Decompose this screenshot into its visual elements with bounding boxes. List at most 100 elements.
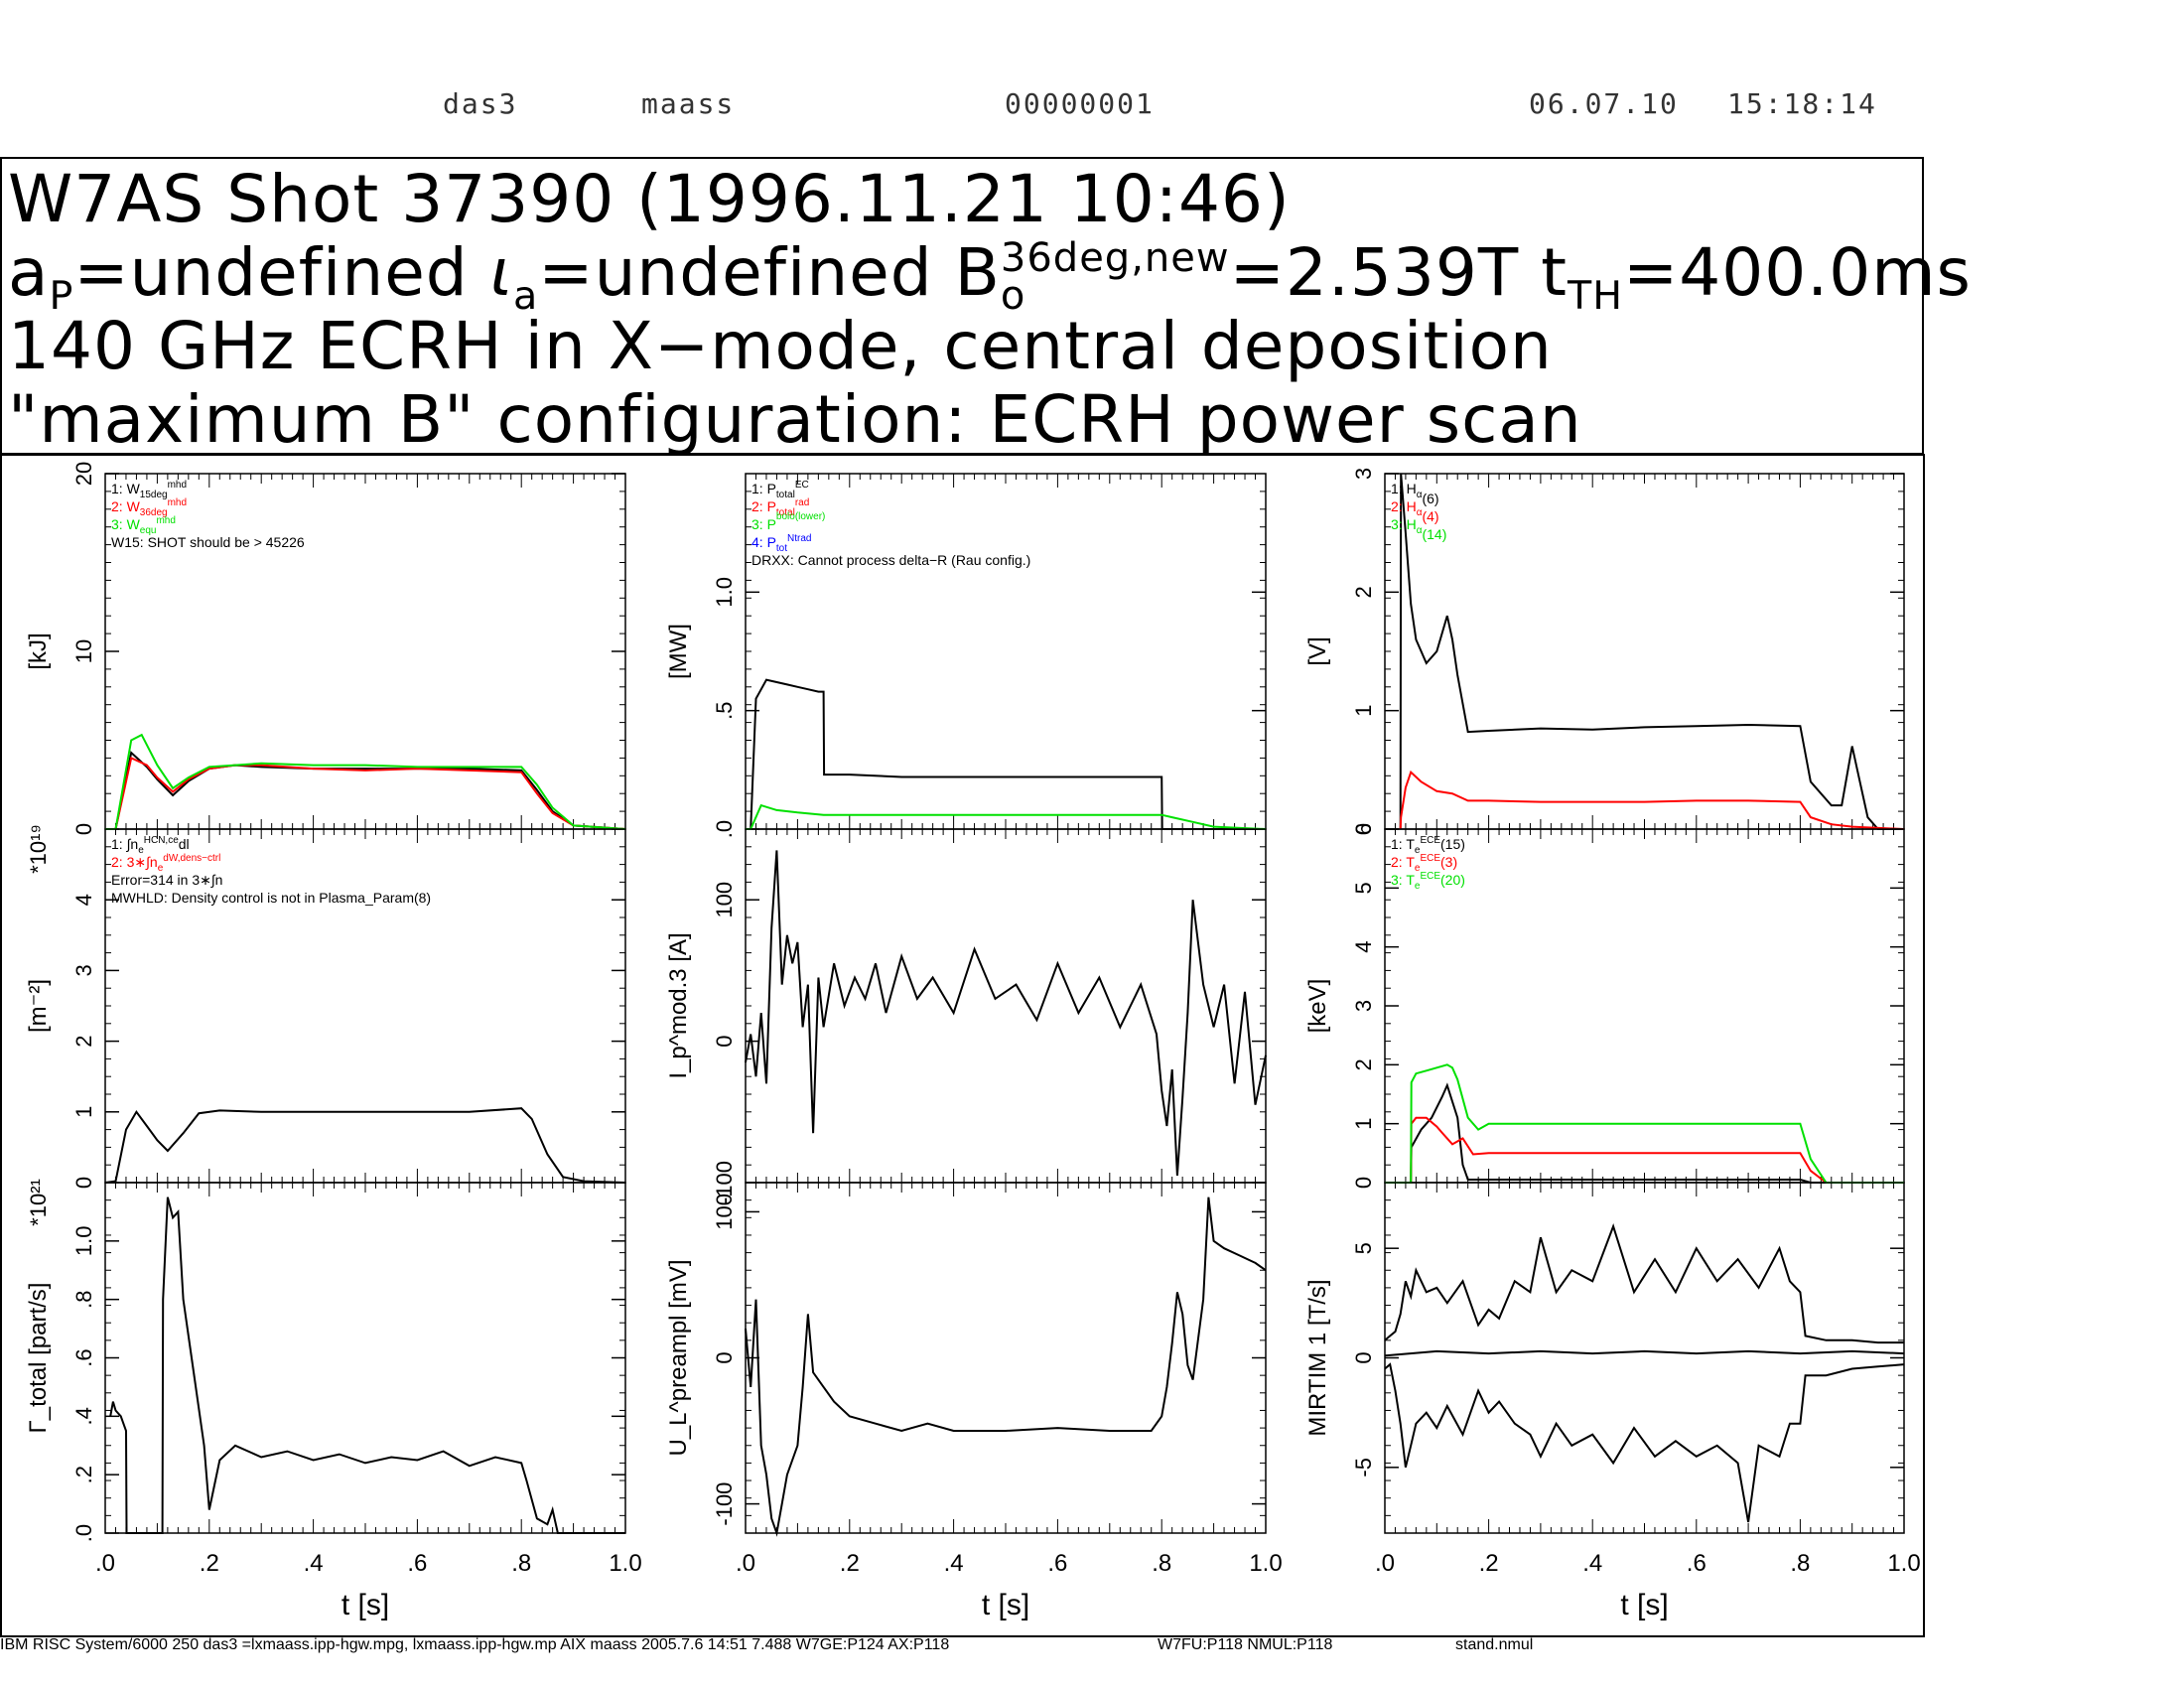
y-tick-label: .6 — [71, 1348, 96, 1366]
axes-frame — [1384, 473, 1905, 830]
y-axis-label: [keV] — [1304, 979, 1331, 1034]
annotation: W15: SHOT should be > 45226 — [111, 534, 305, 550]
y-tick-label: .8 — [71, 1290, 96, 1308]
y-axis-label: [kJ] — [25, 633, 52, 669]
series-line-3 — [1385, 1063, 1904, 1184]
title-ap: a — [8, 234, 50, 311]
y-tick-label: 1 — [1351, 705, 1376, 717]
y-tick-label: 4 — [71, 894, 96, 906]
legend-entry: 3: Hα(14) — [1391, 516, 1446, 542]
title-tth-sub: TH — [1568, 273, 1623, 320]
x-tick-label: .8 — [1790, 1550, 1810, 1577]
y-axis-label: [V] — [1304, 636, 1331, 665]
y-axis-label: U_L^preampl [mV] — [665, 1260, 692, 1457]
y-tick-label: 0 — [1351, 823, 1376, 835]
y-multiplier: *10²¹ — [26, 1179, 51, 1226]
footer-right: stand.nmul — [1455, 1636, 1534, 1653]
axes-frame — [1384, 1182, 1905, 1534]
x-tick-label: .2 — [840, 1550, 860, 1577]
x-tick-label: .4 — [304, 1550, 324, 1577]
x-tick-label: .6 — [1687, 1550, 1706, 1577]
legend-entry: 3: TeECE(20) — [1391, 871, 1465, 892]
legend-entry: 1: PtotalEC — [751, 480, 809, 500]
series-line-upper — [1384, 1223, 1904, 1344]
footer-left: IBM RISC System/6000 250 das3 =lxmaass.i… — [0, 1636, 950, 1653]
y-axis-label: MIRTIM 1 [T/s] — [1304, 1279, 1331, 1436]
y-tick-label: 2 — [1351, 1058, 1376, 1070]
y-tick-label: .0 — [71, 1524, 96, 1542]
series-line-lower — [1384, 1362, 1905, 1523]
x-tick-label: .0 — [95, 1550, 115, 1577]
series-line-2 — [105, 756, 626, 830]
y-tick-label: 4 — [1351, 941, 1376, 953]
title-ap-sub: P — [49, 273, 74, 320]
chart-p6: 0 1 2 3 4 5 6 [keV] 1: TeECE(15)2: TeECE(3)3: Te… — [1304, 823, 1905, 1189]
legend-entry: 1: ∫neHCN,cedl — [111, 835, 190, 856]
series-line-3 — [746, 803, 1267, 830]
y-tick-label: 100 — [712, 882, 737, 918]
annotation: MWHLD: Density control is not in Plasma_… — [111, 890, 431, 906]
axes-frame — [104, 473, 626, 830]
y-tick-label: .0 — [712, 820, 737, 838]
x-tick-label: .6 — [407, 1550, 427, 1577]
y-tick-label: 0 — [71, 823, 96, 835]
title-iota-sub: a — [513, 273, 539, 320]
series-line-1 — [104, 1107, 626, 1184]
header-counter: 00000001 — [1005, 87, 1155, 120]
y-tick-label: 5 — [1351, 882, 1376, 894]
x-tick-label: .2 — [200, 1550, 219, 1577]
x-tick-label: .0 — [1375, 1550, 1395, 1577]
x-tick-label: .2 — [1479, 1550, 1499, 1577]
x-axis-label: t [s] — [982, 1589, 1029, 1621]
y-axis-label: Γ_total [part/s] — [25, 1283, 52, 1434]
series-line-1 — [1399, 473, 1904, 830]
axes-frame — [745, 473, 1267, 830]
x-tick-label: .4 — [944, 1550, 964, 1577]
chart-p7: .0 .2 .4 .6 .8 1.0 Γ_total [part/s] *10²¹ .0 .2 .4… — [25, 1179, 642, 1621]
y-tick-label: .4 — [71, 1407, 96, 1425]
y-axis-label: [MW] — [665, 624, 692, 679]
y-tick-label: 20 — [71, 462, 96, 486]
legend-entry: 4: PtotNtrad — [751, 533, 811, 554]
axes-frame — [104, 1182, 626, 1534]
y-multiplier: *10¹⁹ — [26, 824, 51, 874]
y-tick-label: 0 — [712, 1035, 737, 1047]
y-tick-label: 6 — [1351, 823, 1376, 835]
legend-entry: 3: Pbolo(lower) — [751, 511, 825, 532]
legend-entry: 1: Hα(6) — [1391, 481, 1439, 506]
x-tick-label: .0 — [736, 1550, 755, 1577]
title-line-2: aP=undefined ιa=undefined B 36deg,new o =2.… — [8, 234, 1972, 319]
y-tick-label: 1 — [71, 1106, 96, 1118]
series-line-0 — [745, 850, 1267, 1176]
x-tick-label: 1.0 — [1249, 1550, 1282, 1577]
header-time: 15:18:14 — [1727, 87, 1877, 120]
y-tick-label: 0 — [71, 1177, 96, 1189]
y-tick-label: 2 — [71, 1035, 96, 1047]
series-line-0 — [745, 1196, 1267, 1537]
header-host: das3 — [443, 87, 518, 120]
series-line-mid — [1384, 1349, 1905, 1357]
annotation: Error=314 in 3∗∫n — [111, 872, 222, 888]
y-tick-label: 2 — [1351, 586, 1376, 598]
legend-entry: 1: W15degmhd — [111, 480, 187, 500]
legend-entry: 1: TeECE(15) — [1391, 835, 1465, 856]
title-iota: ι — [489, 234, 514, 311]
header-user: maass — [641, 87, 736, 120]
x-tick-label: .8 — [511, 1550, 531, 1577]
y-tick-label: 1.0 — [712, 577, 737, 608]
y-tick-label: -5 — [1351, 1458, 1376, 1477]
title-line-3: 140 GHz ECRH in X−mode, central depositi… — [8, 308, 1553, 384]
y-tick-label: 1.0 — [71, 1226, 96, 1257]
annotation: DRXX: Cannot process delta−R (Rau config… — [751, 552, 1030, 568]
legend-entry: 2: W36degmhd — [111, 497, 187, 518]
y-tick-label: -100 — [712, 1482, 737, 1526]
x-tick-label: 1.0 — [609, 1550, 641, 1577]
x-tick-label: .6 — [1047, 1550, 1067, 1577]
title-line-1: W7AS Shot 37390 (1996.11.21 10:46) — [8, 161, 1291, 237]
title-b-value: =2.539T t — [1229, 234, 1569, 311]
y-tick-label: 3 — [71, 964, 96, 976]
footer: IBM RISC System/6000 250 das3 =lxmaass.i… — [0, 1636, 1533, 1654]
